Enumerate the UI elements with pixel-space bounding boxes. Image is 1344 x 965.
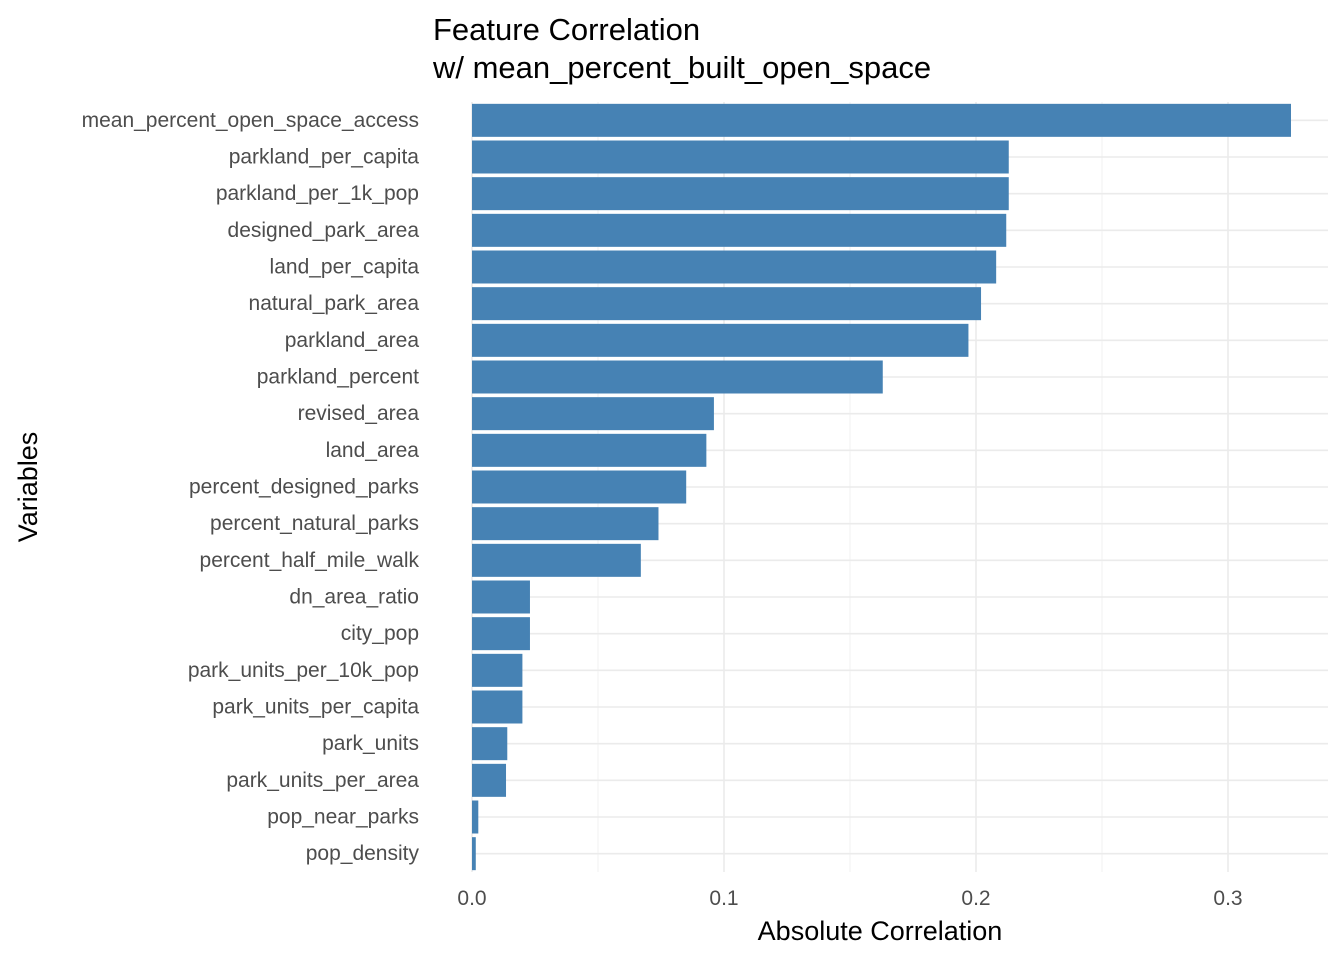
bar-dn_area_ratio [472, 580, 530, 614]
bar-parkland_area [472, 323, 969, 357]
bar-park_units [472, 727, 508, 761]
y-tick-label: pop_near_parks [267, 806, 419, 829]
y-axis-title: Variables [13, 432, 43, 543]
y-tick-label: park_units_per_area [226, 769, 419, 792]
bar-percent_designed_parks [472, 470, 687, 504]
bar-percent_half_mile_walk [472, 543, 641, 577]
bar-parkland_per_1k_pop [472, 177, 1009, 211]
bar-city_pop [472, 617, 530, 651]
y-tick-label: pop_density [306, 842, 420, 865]
y-tick-label: land_per_capita [270, 256, 420, 279]
x-tick-labels: 0.0 0.1 0.2 0.3 [457, 887, 1242, 910]
y-tick-label: parkland_per_capita [229, 146, 420, 169]
y-tick-label: park_units_per_capita [212, 696, 419, 719]
bar-park_units_per_area [472, 763, 507, 797]
bar-percent_natural_parks [472, 507, 659, 541]
y-tick-label: natural_park_area [249, 292, 420, 315]
bar-parkland_per_capita [472, 140, 1009, 174]
y-tick-label: percent_designed_parks [189, 476, 419, 499]
y-tick-label: parkland_percent [257, 366, 419, 389]
bar-natural_park_area [472, 287, 982, 321]
y-tick-label: park_units_per_10k_pop [188, 659, 419, 682]
x-tick-label: 0.0 [457, 887, 486, 910]
x-tick-label: 0.3 [1213, 887, 1242, 910]
x-tick-label: 0.1 [709, 887, 738, 910]
y-tick-labels: mean_percent_open_space_access parkland_p… [82, 109, 420, 865]
x-tick-label: 0.2 [961, 887, 990, 910]
bar-land_per_capita [472, 250, 997, 284]
y-tick-label: percent_natural_parks [210, 512, 419, 535]
chart-title: Feature Correlation [433, 12, 700, 47]
bar-mean_percent_open_space_access [472, 103, 1291, 137]
y-tick-label: dn_area_ratio [289, 586, 419, 609]
chart-subtitle: w/ mean_percent_built_open_space [432, 50, 931, 85]
x-axis-title: Absolute Correlation [758, 916, 1003, 946]
bar-parkland_percent [472, 360, 883, 394]
y-tick-label: mean_percent_open_space_access [82, 109, 419, 132]
y-tick-label: land_area [326, 439, 420, 462]
y-tick-label: revised_area [298, 402, 420, 425]
bar-land_area [472, 433, 707, 467]
y-tick-label: parkland_area [285, 329, 420, 352]
y-tick-label: park_units [322, 732, 419, 755]
bar-park_units_per_10k_pop [472, 653, 523, 687]
bar-pop_density [472, 837, 476, 871]
bar-pop_near_parks [472, 800, 479, 834]
bar-revised_area [472, 397, 714, 431]
y-tick-label: parkland_per_1k_pop [216, 182, 419, 205]
bar-designed_park_area [472, 213, 1007, 247]
bars [472, 103, 1291, 871]
y-tick-label: city_pop [341, 622, 419, 645]
y-tick-label: percent_half_mile_walk [200, 549, 420, 572]
bar-park_units_per_capita [472, 690, 523, 724]
y-tick-label: designed_park_area [228, 219, 420, 242]
